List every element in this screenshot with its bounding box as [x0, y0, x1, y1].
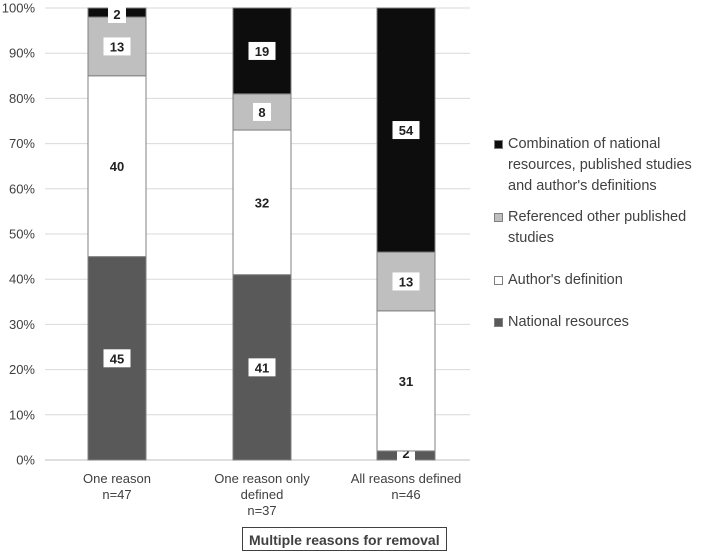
- y-tick-label: 80%: [9, 91, 35, 106]
- chart-legend: Combination of national resources, publi…: [492, 134, 707, 333]
- legend-item: National resources: [492, 312, 707, 333]
- legend-swatch: [494, 213, 503, 222]
- data-label: 2: [113, 7, 120, 22]
- legend-item: Referenced other published studies: [492, 207, 707, 249]
- bar-segment: [87, 75, 147, 258]
- data-label: 41: [255, 360, 269, 375]
- y-tick-label: 60%: [9, 181, 35, 196]
- data-label: 40: [110, 159, 124, 174]
- data-label: 45: [110, 351, 124, 366]
- data-label: 8: [258, 105, 265, 120]
- x-axis-title: Multiple reasons for removal: [242, 527, 447, 551]
- legend-swatch: [494, 140, 503, 149]
- data-label: 54: [399, 123, 414, 138]
- y-tick-label: 40%: [9, 272, 35, 287]
- data-label: 32: [255, 195, 269, 210]
- bar-segment: [232, 129, 292, 276]
- legend-swatch: [494, 318, 503, 327]
- data-label: 19: [255, 44, 269, 59]
- x-category-label: n=37: [247, 503, 276, 518]
- data-label-box: [248, 41, 276, 60]
- y-tick-label: 70%: [9, 136, 35, 151]
- data-label-box: [253, 102, 271, 121]
- data-label-box: [103, 37, 131, 56]
- x-category-label: defined: [241, 487, 284, 502]
- y-tick-label: 30%: [9, 317, 35, 332]
- y-tick-label: 20%: [9, 362, 35, 377]
- y-tick-label: 0%: [16, 453, 35, 468]
- legend-label: Author's definition: [508, 272, 623, 288]
- data-label-box: [392, 272, 420, 291]
- x-category-label: All reasons defined: [351, 471, 462, 486]
- legend-label: National resources: [508, 314, 629, 330]
- bar-segment: [376, 310, 436, 452]
- legend-label: Combination of national resources, publi…: [508, 136, 692, 194]
- data-label: 2: [402, 446, 409, 461]
- data-label: 13: [110, 39, 124, 54]
- data-label: 13: [399, 274, 413, 289]
- legend-item: Author's definition: [492, 270, 707, 291]
- x-category-label: n=47: [102, 487, 131, 502]
- data-label-box: [103, 349, 131, 368]
- legend-item: Combination of national resources, publi…: [492, 134, 707, 197]
- data-label: 31: [399, 374, 413, 389]
- data-label-box: [248, 358, 276, 377]
- y-tick-label: 90%: [9, 46, 35, 61]
- x-category-label: One reason: [83, 471, 151, 486]
- y-tick-label: 100%: [2, 1, 36, 16]
- legend-swatch: [494, 276, 503, 285]
- data-label-box: [108, 5, 126, 23]
- legend-label: Referenced other published studies: [508, 209, 687, 246]
- x-category-label: n=46: [391, 487, 420, 502]
- x-category-label: One reason only: [214, 471, 310, 486]
- data-label-box: [392, 121, 420, 140]
- y-tick-label: 50%: [9, 227, 35, 242]
- y-tick-label: 10%: [9, 407, 35, 422]
